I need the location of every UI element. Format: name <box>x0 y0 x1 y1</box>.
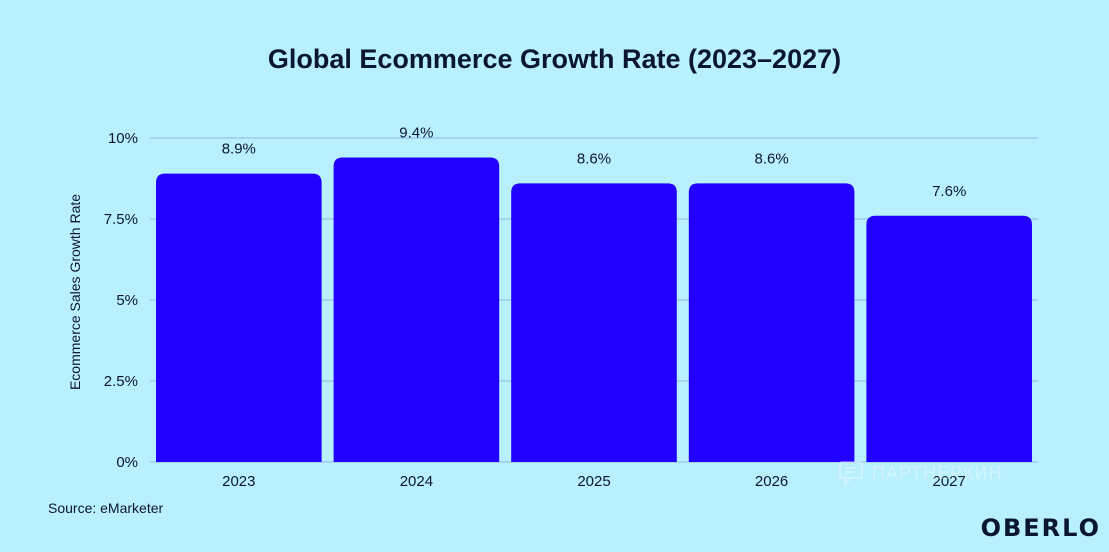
data-label: 8.9% <box>222 141 256 158</box>
y-axis-title: Ecommerce Sales Growth Rate <box>67 194 83 390</box>
x-tick-label: 2023 <box>222 473 255 490</box>
y-tick-label: 0% <box>116 454 138 471</box>
data-label: 9.4% <box>399 124 433 141</box>
bar-2025 <box>511 183 677 463</box>
brand-logo: OBERLO <box>980 514 1101 542</box>
y-tick-label: 10% <box>108 130 138 147</box>
watermark: ПАРТНЕРКИН <box>838 460 1003 486</box>
chat-icon <box>839 461 863 486</box>
y-tick-label: 5% <box>116 292 138 309</box>
x-tick-label: 2026 <box>755 473 788 490</box>
bar-2023 <box>156 173 322 462</box>
x-tick-label: 2027 <box>933 473 966 490</box>
data-label: 8.6% <box>577 150 611 167</box>
x-tick-label: 2025 <box>577 473 610 490</box>
bar-2026 <box>688 183 855 463</box>
bar-2027 <box>866 215 1032 462</box>
y-tick-label: 2.5% <box>104 373 138 390</box>
source-note: Source: eMarketer <box>48 500 164 516</box>
watermark-text: ПАРТНЕРКИН <box>872 462 1003 483</box>
data-label: 8.6% <box>754 150 788 167</box>
bar-2024 <box>333 157 500 462</box>
y-tick-label: 7.5% <box>104 211 138 228</box>
chart-title: Global Ecommerce Growth Rate (2023–2027) <box>267 44 842 74</box>
x-tick-label: 2024 <box>400 473 433 490</box>
data-label: 7.6% <box>932 183 966 200</box>
